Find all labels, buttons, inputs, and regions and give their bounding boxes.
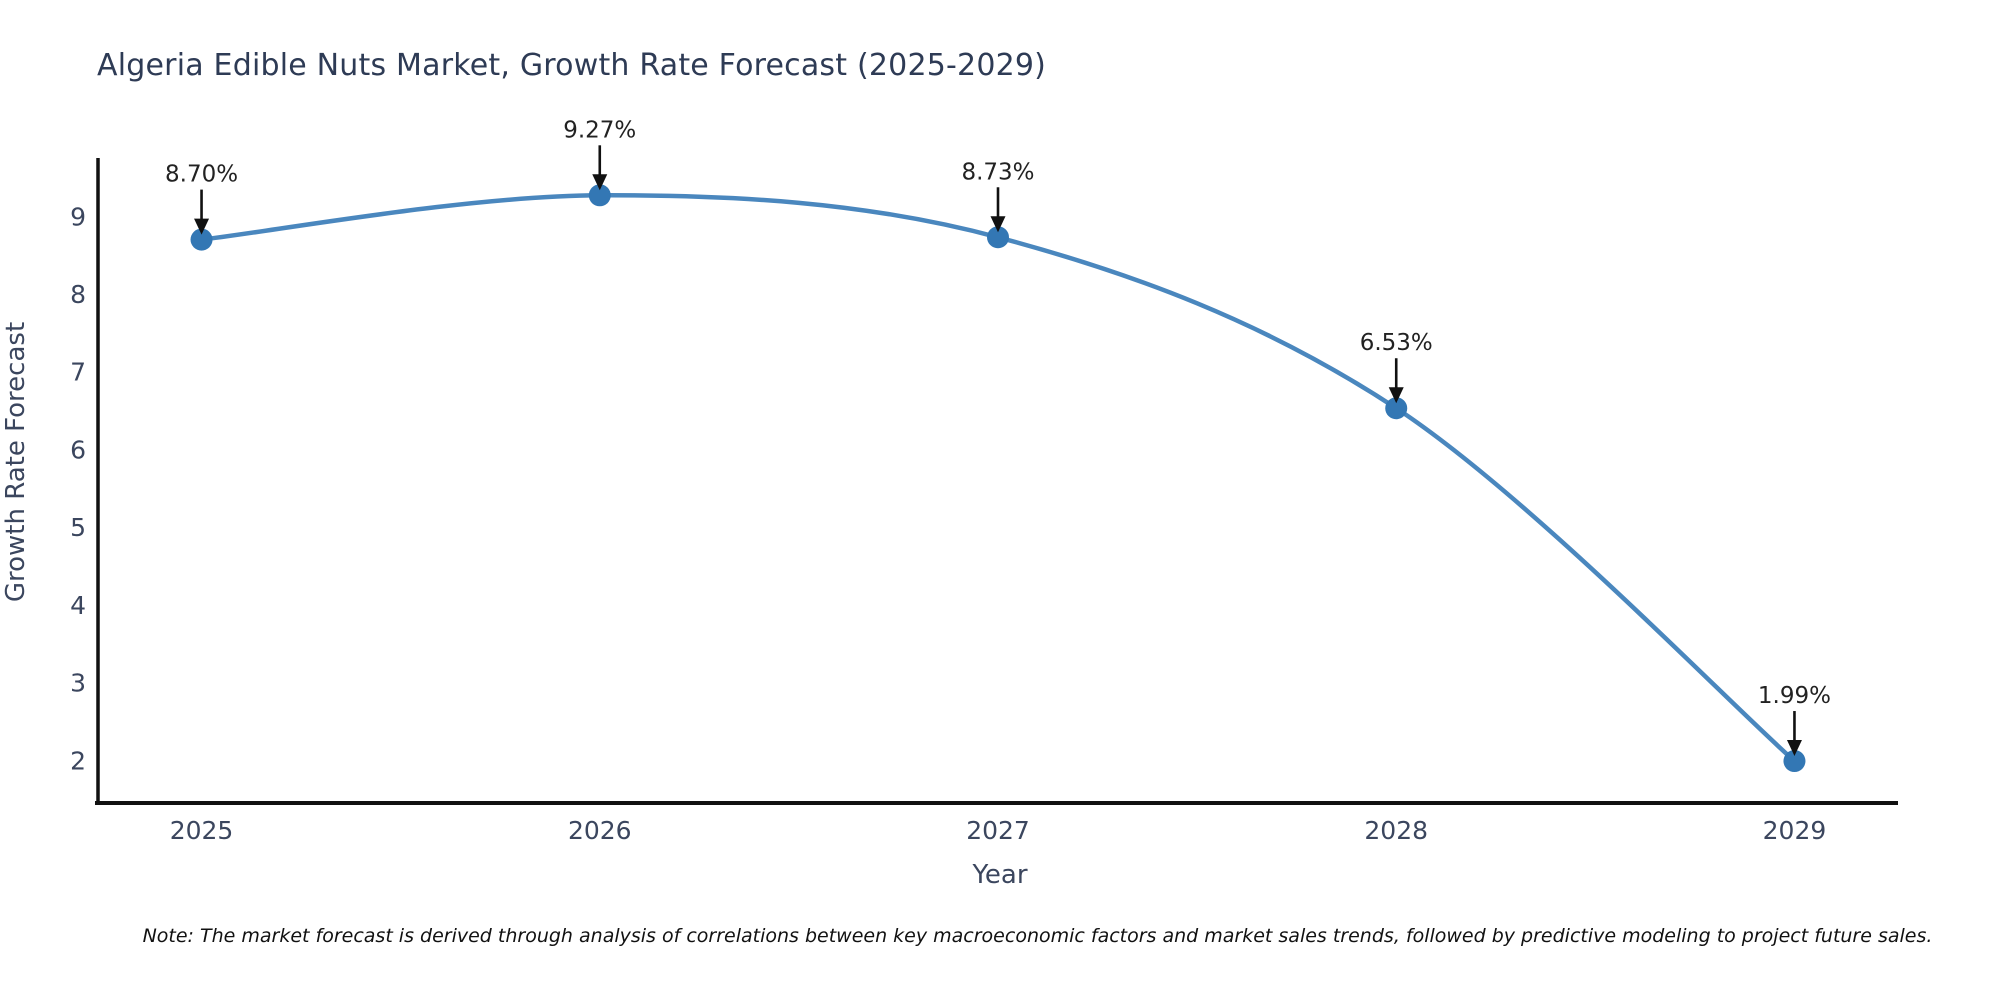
annotation-arrow-head (1786, 740, 1802, 757)
annotation-arrow-head (592, 174, 608, 191)
y-tick-label: 5 (70, 513, 86, 542)
data-point-label: 1.99% (1758, 683, 1831, 709)
annotation-arrow-head (194, 218, 210, 235)
data-point-label: 6.53% (1360, 330, 1433, 356)
data-point-marker (1385, 397, 1408, 420)
forecast-line (199, 193, 1797, 764)
annotation-layer: 8.70% 9.27% 8.73% 6.53% 1.99% (165, 117, 1831, 757)
x-tick-label: 2027 (966, 816, 1030, 845)
annotation-arrow-head (990, 216, 1006, 233)
data-point-label: 9.27% (563, 117, 636, 143)
data-point-marker (987, 226, 1009, 249)
data-point-marker (1783, 750, 1806, 773)
y-tick-label: 3 (70, 669, 86, 698)
y-tick-label: 8 (70, 280, 86, 309)
data-point-label: 8.70% (165, 162, 238, 188)
annotation-arrow-head (1388, 387, 1404, 404)
y-tick-label: 9 (70, 202, 86, 231)
y-tick-label: 2 (70, 746, 86, 775)
y-tick-label: 7 (70, 358, 86, 387)
x-tick-label: 2025 (170, 816, 234, 845)
footnote-text: Note: The market forecast is derived thr… (142, 925, 1933, 947)
x-tick-label: 2028 (1364, 816, 1428, 845)
line-series-layer (190, 184, 1806, 773)
axes-layer: 2 3 4 5 6 7 8 9 2025 2026 2027 2028 2029 (70, 158, 1898, 845)
data-point-marker (190, 228, 213, 251)
data-point-marker (588, 184, 611, 207)
data-point-label: 8.73% (961, 159, 1034, 185)
y-tick-label: 4 (70, 591, 86, 620)
x-tick-label: 2026 (568, 816, 632, 845)
x-tick-label: 2029 (1763, 816, 1827, 845)
y-axis-title: Growth Rate Forecast (1, 321, 31, 603)
chart-title: Algeria Edible Nuts Market, Growth Rate … (97, 48, 1047, 83)
x-axis-title: Year (972, 860, 1028, 890)
y-tick-label: 6 (70, 435, 86, 464)
